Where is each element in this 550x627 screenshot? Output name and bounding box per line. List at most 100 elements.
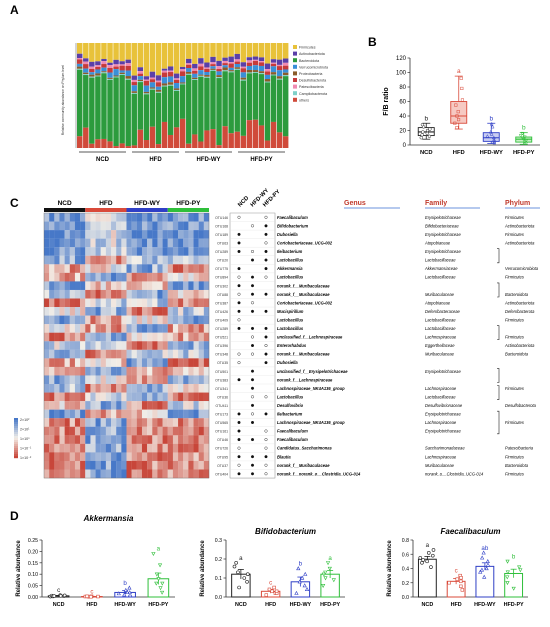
family-bracket [497, 411, 499, 434]
heatmap-cell [147, 427, 152, 436]
heatmap-cell [116, 239, 121, 248]
heatmap-cell [90, 435, 95, 444]
heatmap-cell [116, 273, 121, 282]
heatmap-cell [194, 452, 199, 461]
heatmap-cell [178, 418, 183, 427]
heatmap-cell [132, 452, 137, 461]
heatmap-cell [111, 247, 116, 256]
bar-segment [198, 43, 203, 58]
y-axis-label: F/B ratio [383, 87, 390, 115]
heatmap-cell [54, 375, 59, 384]
heatmap-cell [163, 470, 168, 479]
heatmap-cell [101, 358, 106, 367]
heatmap-cell [183, 393, 188, 402]
bar-segment [180, 67, 185, 69]
significance-dot [251, 293, 254, 296]
heatmap-cell [147, 470, 152, 479]
bar-segment [277, 132, 282, 148]
heatmap-cell [173, 307, 178, 316]
heatmap-group-label: HFD-WY [134, 200, 161, 207]
bar-segment [241, 78, 246, 80]
heatmap-cell [116, 222, 121, 231]
heatmap-group-bar [127, 208, 168, 212]
bar-segment [247, 66, 252, 70]
bar-segment [113, 146, 118, 148]
phylum-name: Firmicutes [505, 471, 524, 476]
heatmap-cell [204, 384, 209, 393]
heatmap-cell [132, 281, 137, 290]
heatmap-cell [80, 341, 85, 350]
heatmap-cell [204, 427, 209, 436]
heatmap-cell [163, 324, 168, 333]
heatmap-cell [80, 273, 85, 282]
otu-label: OTU289 [215, 250, 228, 254]
genus-name: norank_f__norank_o__Clostridia_UCG-014 [277, 471, 361, 476]
dot-column-header: NCD [237, 195, 250, 208]
heatmap-cell [127, 213, 132, 222]
heatmap-cell [116, 444, 121, 453]
heatmap-cell [70, 410, 75, 419]
bar-segment [253, 70, 258, 72]
heatmap-cell [152, 307, 157, 316]
heatmap-cell [168, 247, 173, 256]
bar-segment [204, 67, 209, 68]
bar-segment [113, 77, 118, 78]
heatmap-cell [157, 461, 162, 470]
heatmap-cell [54, 444, 59, 453]
heatmap-cell [49, 470, 54, 479]
panel-label-b: B [368, 35, 377, 49]
heatmap-cell [173, 427, 178, 436]
heatmap-cell [85, 230, 90, 239]
heatmap-cell [178, 470, 183, 479]
significance-dot [265, 267, 268, 270]
heatmap-cell [75, 247, 80, 256]
bar-segment [119, 75, 124, 143]
bar-segment [241, 80, 246, 81]
significance-letter: b [299, 561, 303, 568]
heatmap-group-bar [44, 208, 85, 212]
colorbar-label: 1×10⁻² [20, 456, 32, 460]
heatmap-cell [142, 264, 147, 273]
heatmap-cell [178, 401, 183, 410]
phylum-name: Desulfobacterota [505, 403, 537, 408]
heatmap-cell [101, 418, 106, 427]
x-tick-label: HFD-PY [148, 602, 168, 608]
genus-name: Enterorhabdus [277, 343, 307, 348]
bar-segment [174, 43, 179, 74]
heatmap-cell [127, 324, 132, 333]
heatmap-cell [163, 256, 168, 265]
heatmap-cell [75, 452, 80, 461]
bar-segment [101, 64, 106, 68]
heatmap-cell [157, 358, 162, 367]
data-point [456, 578, 459, 581]
y-tick-label: 100 [396, 71, 407, 77]
heatmap-cell [168, 222, 173, 231]
data-point [421, 131, 424, 134]
heatmap-cell [127, 316, 132, 325]
heatmap-cell [49, 213, 54, 222]
otu-label: OTU20 [217, 259, 228, 263]
bar-segment [265, 43, 270, 64]
heatmap-cell [85, 401, 90, 410]
heatmap-cell [96, 281, 101, 290]
heatmap-cell [163, 384, 168, 393]
heatmap-cell [111, 452, 116, 461]
heatmap-cell [65, 239, 70, 248]
heatmap-cell [101, 247, 106, 256]
bar-segment [271, 122, 276, 148]
heatmap-cell [106, 461, 111, 470]
significance-dot [251, 464, 254, 467]
heatmap-cell [75, 375, 80, 384]
heatmap-cell [75, 222, 80, 231]
heatmap-cell [96, 452, 101, 461]
heatmap-cell [70, 230, 75, 239]
heatmap-cell [85, 256, 90, 265]
heatmap-cell [188, 367, 193, 376]
bar-segment [204, 43, 209, 63]
bar-segment [101, 59, 106, 61]
heatmap-cell [163, 239, 168, 248]
heatmap-cell [111, 299, 116, 308]
heatmap-cell [101, 452, 106, 461]
data-point [243, 577, 246, 580]
